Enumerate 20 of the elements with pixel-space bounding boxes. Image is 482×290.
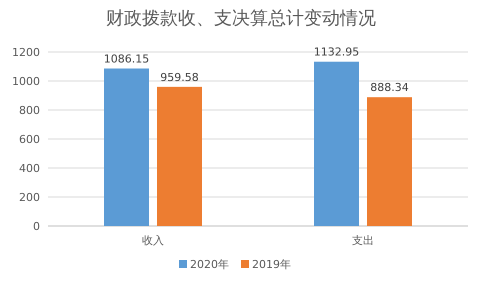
bar xyxy=(314,62,359,226)
y-tick-label: 800 xyxy=(19,104,40,117)
y-tick-label: 400 xyxy=(19,162,40,175)
x-tick-label: 收入 xyxy=(142,234,164,247)
bar xyxy=(367,97,412,226)
chart-title: 财政拨款收、支决算总计变动情况 xyxy=(106,8,376,29)
data-label: 1132.95 xyxy=(314,46,360,59)
bar xyxy=(157,86,202,226)
y-tick-label: 1200 xyxy=(12,46,40,59)
y-tick-label: 600 xyxy=(19,133,40,146)
x-tick-label: 支出 xyxy=(352,234,374,247)
data-label: 959.58 xyxy=(160,70,199,84)
legend-label: 2019年 xyxy=(252,258,291,271)
y-tick-label: 1000 xyxy=(12,75,40,88)
y-tick-label: 200 xyxy=(19,191,40,204)
data-label: 1086.15 xyxy=(104,52,150,66)
data-label: 888.34 xyxy=(370,81,409,94)
legend-label: 2020年 xyxy=(190,258,229,271)
bar xyxy=(104,68,149,226)
y-tick-label: 0 xyxy=(33,220,40,233)
